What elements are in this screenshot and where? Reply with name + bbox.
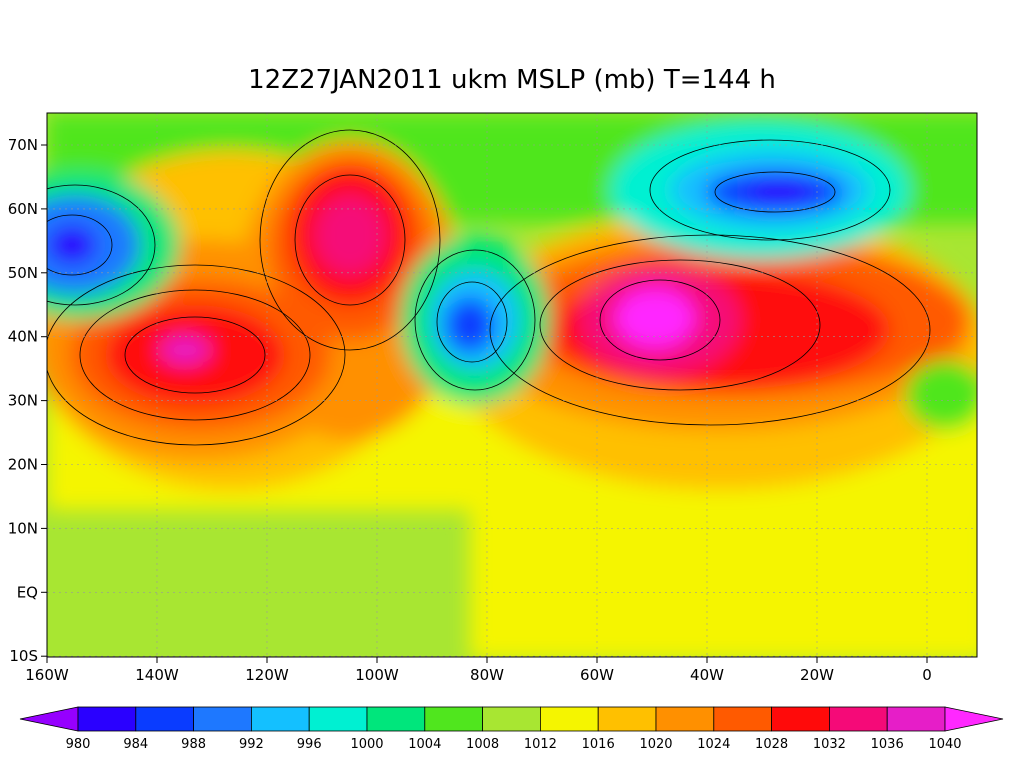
lat-tick-label: 20N xyxy=(8,456,38,474)
lat-tick-label: 60N xyxy=(8,200,38,218)
colorbar-box xyxy=(886,706,946,732)
colorbar-box xyxy=(424,706,483,732)
lon-tick-label: 140W xyxy=(135,666,179,684)
colorbar-box xyxy=(597,706,657,732)
colorbar-box xyxy=(366,706,426,732)
lat-tick-label: 10N xyxy=(8,519,38,537)
colorbar-label: 984 xyxy=(123,737,148,752)
colorbar-label: 1016 xyxy=(582,737,615,752)
colorbar-label: 1024 xyxy=(697,737,730,752)
lat-tick-label: 40N xyxy=(8,328,38,346)
colorbar-label: 1028 xyxy=(755,737,788,752)
lon-tick-label: 60W xyxy=(580,666,614,684)
lon-tick-label: 100W xyxy=(355,666,399,684)
pressure-field xyxy=(47,113,977,657)
colorbar-label: 988 xyxy=(181,737,206,752)
colorbar-box xyxy=(771,706,830,732)
lon-tick-label: 0 xyxy=(922,666,932,684)
map-frame xyxy=(46,112,978,658)
lon-tick-label: 80W xyxy=(470,666,504,684)
lat-tick-label: 10S xyxy=(9,647,38,665)
colorbar-box xyxy=(482,706,541,732)
colorbar-label: 996 xyxy=(297,737,322,752)
lon-tick-label: 40W xyxy=(690,666,724,684)
colorbar-label: 1036 xyxy=(871,737,904,752)
colorbar-box xyxy=(829,706,888,732)
lat-tick-label: 50N xyxy=(8,264,38,282)
colorbar-label: 1008 xyxy=(466,737,499,752)
lon-tick-label: 20W xyxy=(800,666,834,684)
lon-tick-label: 120W xyxy=(245,666,289,684)
colorbar-box xyxy=(655,706,715,732)
colorbar-label: 1012 xyxy=(524,737,557,752)
colorbar-arrow xyxy=(19,706,79,732)
colorbar-label: 992 xyxy=(239,737,264,752)
colorbar-label: 1000 xyxy=(350,737,383,752)
colorbar-box xyxy=(713,706,772,732)
lon-tick-label: 160W xyxy=(25,666,69,684)
lat-tick-label: EQ xyxy=(17,583,38,601)
map-title: 12Z27JAN2011 ukm MSLP (mb) T=144 h xyxy=(248,65,776,95)
colorbar-box xyxy=(135,706,195,732)
colorbar-box xyxy=(193,706,252,732)
colorbar-label: 1020 xyxy=(639,737,672,752)
colorbar-box xyxy=(250,706,310,732)
lat-tick-label: 30N xyxy=(8,392,38,410)
colorbar-label: 1032 xyxy=(813,737,846,752)
colorbar-box xyxy=(540,706,599,732)
colorbar-box xyxy=(77,706,137,732)
colorbar-box xyxy=(308,706,368,732)
colorbar-label: 1004 xyxy=(408,737,441,752)
colorbar-arrow xyxy=(944,706,1004,732)
colorbar-label: 980 xyxy=(66,737,91,752)
lat-tick-label: 70N xyxy=(8,136,38,154)
colorbar-label: 1040 xyxy=(928,737,961,752)
